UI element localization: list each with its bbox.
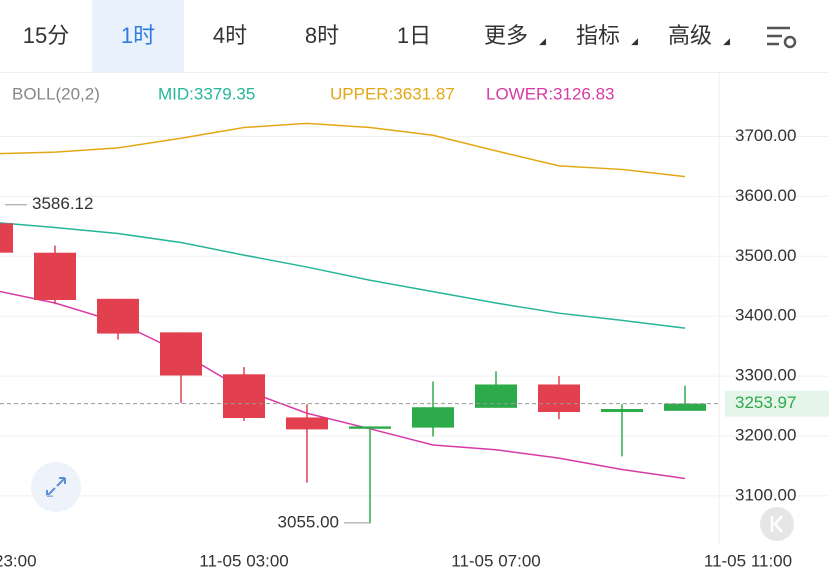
tab[interactable]: 15分 [22,23,70,48]
candle-body [223,374,265,419]
y-tick-label: 3700.00 [735,126,796,145]
last-price-box [725,390,829,417]
y-tick-label: 3400.00 [735,306,796,325]
scroll-end-button[interactable] [760,507,794,541]
y-tick-label: 3300.00 [735,366,796,385]
candle-body [349,426,391,429]
tab[interactable]: 1时 [92,0,184,72]
dropdown-arrow: ◢ [631,36,638,46]
indicator-value: LOWER:3126.83 [486,84,615,103]
x-tick-label: 11-05 11:00 [704,551,792,570]
tab[interactable]: 4时 [212,23,248,48]
expand-button[interactable] [31,462,81,512]
candle-body [286,417,328,430]
y-tick-label: 3600.00 [735,186,796,205]
min-label: 3055.00 [278,512,339,531]
candle-body [475,384,517,408]
boll-line [0,122,686,178]
last-price-label: 3253.97 [735,393,796,412]
boll-line [0,222,686,329]
x-tick-label: 11-05 07:00 [451,551,540,570]
tab[interactable]: 指标 ◢ [552,0,644,72]
tab[interactable]: 高级 ◢ [644,0,736,72]
dropdown-arrow: ◢ [723,36,730,46]
candle-body [0,223,13,253]
max-label: 3586.12 [32,194,93,213]
candle-body [34,252,76,301]
candle-body [664,403,706,411]
candle-body [538,384,580,413]
candle-body [601,409,643,413]
indicator-name: BOLL(20,2) [12,84,100,103]
indicator-value: MID:3379.35 [158,84,255,103]
y-tick-label: 3200.00 [735,425,796,444]
scroll-end-icon [770,515,783,533]
x-tick-label: 23:00 [0,551,37,570]
y-tick-label: 3100.00 [735,485,796,504]
candle-body [412,407,454,428]
y-tick-label: 3500.00 [735,246,796,265]
candle-body [97,298,139,334]
dropdown-arrow: ◢ [539,36,546,46]
settings-icon[interactable] [767,26,797,49]
tab[interactable]: 更多 ◢ [460,0,552,72]
candle-body [160,332,202,376]
indicator-value: UPPER:3631.87 [330,84,455,103]
tab[interactable]: 8时 [304,23,340,48]
timeframe-tabs: 15分 1时 4时 8时 1日 更多 ◢ 指标 ◢ 高级 ◢ [0,0,829,73]
x-tick-label: 11-05 03:00 [199,551,288,570]
tab[interactable]: 1日 [396,23,432,48]
